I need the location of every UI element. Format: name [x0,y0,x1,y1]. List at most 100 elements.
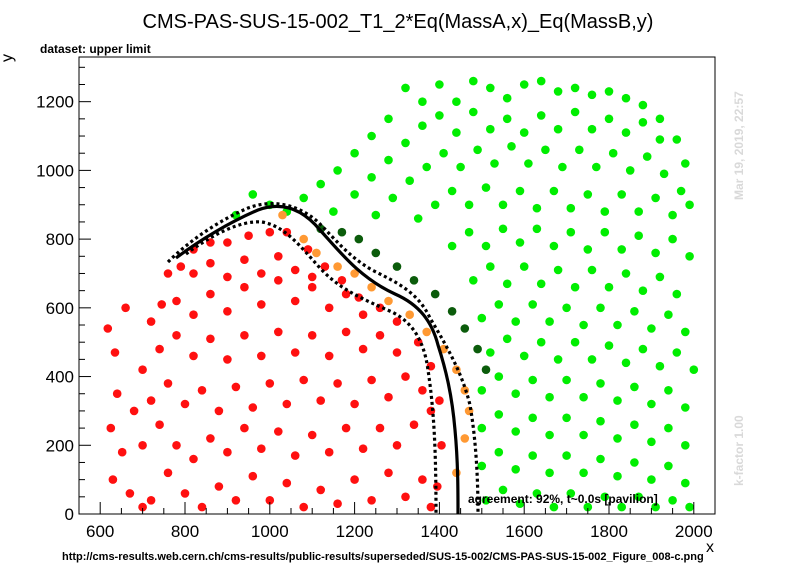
data-point [265,379,275,388]
data-point [333,379,342,388]
data-point [333,499,342,509]
data-point [180,489,190,498]
data-point [257,444,266,454]
data-point [248,403,258,412]
data-point [350,190,359,199]
data-point [172,331,181,340]
data-point [562,451,571,460]
data-point [655,114,665,124]
data-point [358,344,368,354]
data-point [532,224,542,234]
data-point [452,97,461,106]
data-point [651,248,660,258]
data-point [103,324,113,333]
data-point [274,276,283,285]
data-point [647,475,656,484]
data-point [464,200,474,210]
data-point [214,406,224,416]
data-point [206,258,215,268]
data-point [384,392,393,402]
data-point [290,265,300,275]
data-point [575,145,584,155]
data-point [138,502,147,512]
data-point [163,379,173,388]
data-point [562,303,571,313]
data-point [664,310,673,320]
x-axis-title: x [706,539,714,556]
data-point [290,296,300,306]
data-point [197,386,207,395]
data-point [307,282,317,292]
data-point [519,80,529,89]
data-point [562,413,571,423]
data-point [553,265,563,275]
data-point [664,461,673,471]
data-point [541,145,550,155]
data-point [528,300,537,309]
data-point [528,413,537,423]
data-point [447,186,457,196]
data-point [437,441,446,450]
data-point [333,166,342,175]
data-point [502,279,512,289]
data-point [108,475,118,484]
data-point [604,87,614,96]
data-point [316,485,326,495]
data-point [447,307,457,316]
data-point [172,441,181,450]
data-point [630,458,639,467]
data-point [536,111,546,120]
exclusion-contour [166,202,480,515]
data-point [350,475,359,484]
data-point [371,248,381,258]
data-point [613,320,622,330]
points-layer [103,76,699,512]
data-point [223,307,232,316]
data-point [528,451,537,460]
data-point [664,386,673,395]
data-point [282,399,292,409]
data-point [121,303,130,313]
data-point [651,502,660,512]
data-point [630,420,639,430]
data-point [498,224,508,234]
data-point [477,461,487,471]
data-point [621,93,631,103]
data-point [655,361,665,371]
data-point [405,176,415,185]
data-point [189,310,198,320]
data-point [681,327,690,337]
x-tick-label: 600 [86,522,114,541]
data-point [621,269,631,278]
data-point [617,190,626,199]
data-point [257,351,266,361]
data-point [316,179,326,189]
data-point [350,399,359,409]
data-point [157,300,166,309]
data-point [274,327,283,337]
source-url: http://cms-results.web.cern.ch/cms-resul… [62,551,704,563]
data-point [545,317,554,326]
data-point [392,348,402,357]
data-point [307,430,317,440]
data-point [502,334,512,344]
exclusion-contour [175,204,460,515]
data-point [498,485,508,495]
data-point [290,348,300,357]
data-point [676,186,686,196]
data-point [469,107,478,117]
y-tick-label: 1000 [36,161,74,180]
data-point [604,114,614,124]
data-point [265,227,275,237]
data-point [248,190,258,199]
data-point [430,200,440,210]
data-point [608,148,618,158]
data-point [189,454,198,464]
timestamp-note: Mar 19, 2019, 22:57 [732,91,746,200]
data-point [532,489,542,498]
data-point [668,496,677,505]
data-point [473,145,482,155]
data-point [384,468,393,478]
y-tick-label: 200 [46,436,74,455]
data-point [494,372,504,381]
